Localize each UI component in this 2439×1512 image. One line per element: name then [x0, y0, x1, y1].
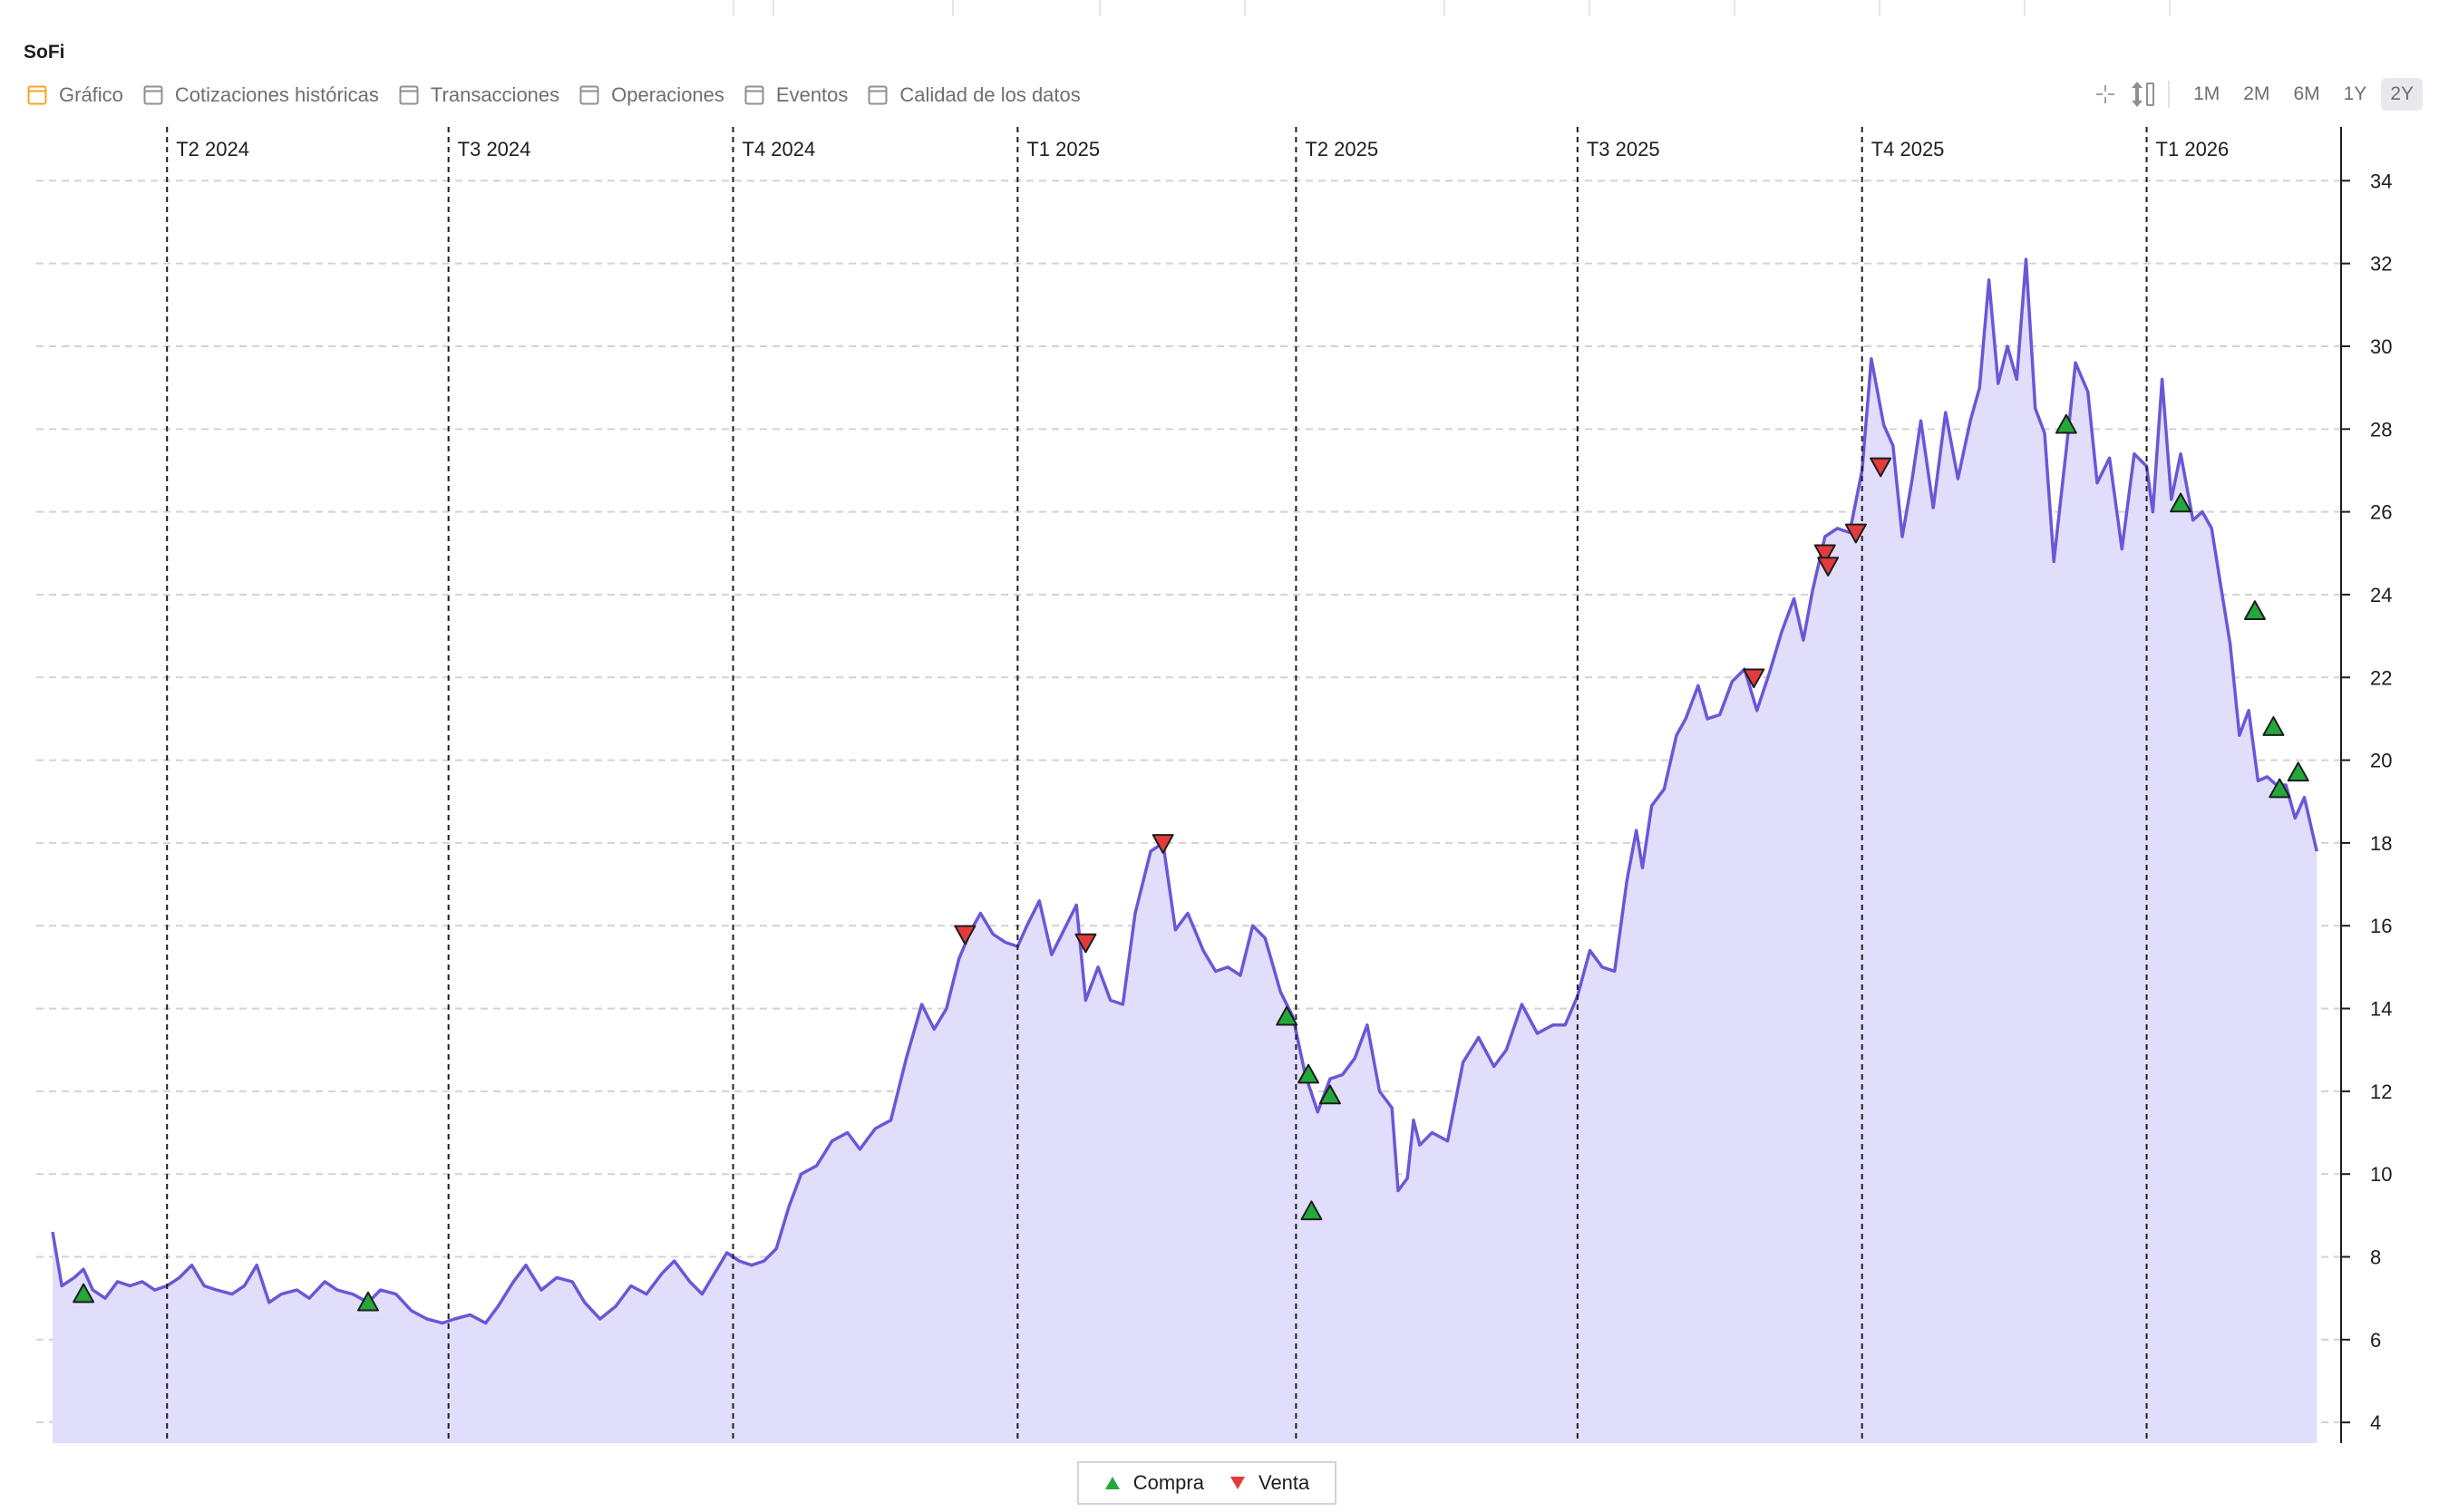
y-tick-label: 16 [2370, 915, 2392, 937]
window-icon [399, 85, 419, 105]
page-title: SoFi [24, 42, 65, 63]
buy-marker [2055, 413, 2077, 434]
price-chart[interactable]: T2 2024 T3 2024 T4 2024 T1 2025 T2 2025 T3 20… [0, 118, 2439, 1450]
y-tick-label: 4 [2370, 1411, 2381, 1434]
y-tick-label: 6 [2370, 1329, 2381, 1352]
tab-label: Transacciones [430, 83, 560, 106]
buy-marker [1276, 1005, 1298, 1026]
buy-marker [356, 1291, 379, 1312]
tab-grafico[interactable]: Gráfico [27, 83, 123, 107]
y-tick-label: 12 [2370, 1081, 2392, 1103]
strip-separator [2024, 0, 2026, 16]
sell-marker [1870, 457, 1892, 478]
y-tick-label: 30 [2370, 335, 2392, 358]
legend-label: Compra [1132, 1471, 1204, 1494]
vertical-zoom-icon[interactable] [2128, 79, 2159, 110]
strip-separator [1099, 0, 1101, 16]
tab-cotizaciones-historicas[interactable]: Cotizaciones históricas [143, 83, 379, 107]
sell-marker [1813, 544, 1836, 565]
window-icon [27, 85, 47, 105]
range-1m-button[interactable]: 1M [2193, 83, 2220, 104]
sell-triangle-icon [1229, 1477, 1245, 1489]
window-icon [744, 85, 764, 105]
range-6m-button[interactable]: 6M [2293, 83, 2320, 104]
quarter-label: T4 2024 [743, 138, 816, 160]
tab-label: Gráfico [59, 83, 123, 106]
chart-legend: Compra Venta [1077, 1461, 1336, 1505]
tab-label: Cotizaciones históricas [174, 83, 379, 106]
tab-operaciones[interactable]: Operaciones [579, 83, 724, 107]
quarter-label: T3 2025 [1587, 138, 1660, 160]
buy-marker [2269, 778, 2291, 799]
tab-bar: Gráfico Cotizaciones históricas Transacc… [27, 80, 1101, 111]
buy-marker [2170, 492, 2192, 513]
window-icon [143, 85, 163, 105]
y-tick-label: 28 [2370, 418, 2392, 441]
y-tick-label: 22 [2370, 666, 2392, 689]
strip-separator [1734, 0, 1735, 16]
tab-label: Eventos [775, 83, 849, 106]
strip-separator [1879, 0, 1880, 16]
buy-marker [2287, 761, 2309, 782]
quarter-label: T2 2024 [176, 138, 249, 160]
buy-marker [2262, 716, 2285, 736]
range-2m-button[interactable]: 2M [2243, 83, 2270, 104]
tab-label: Operaciones [611, 83, 724, 106]
sell-marker [954, 925, 977, 945]
strip-separator [952, 0, 954, 16]
y-tick-label: 18 [2370, 832, 2392, 855]
tab-eventos[interactable]: Eventos [744, 83, 849, 107]
y-tick-label: 14 [2370, 998, 2392, 1021]
sell-marker [1074, 933, 1097, 954]
legend-label: Venta [1258, 1471, 1310, 1494]
sell-marker [1743, 668, 1765, 689]
legend-item-sell: Venta [1229, 1471, 1309, 1495]
buy-triangle-icon [1104, 1477, 1120, 1489]
price-line [51, 257, 2318, 1325]
y-tick-label: 8 [2370, 1246, 2381, 1269]
y-tick-label: 34 [2370, 170, 2392, 192]
buy-marker [1300, 1200, 1323, 1221]
buy-marker [2243, 600, 2266, 621]
y-tick-label: 20 [2370, 750, 2392, 772]
tab-label: Calidad de los datos [899, 83, 1081, 106]
window-icon [868, 85, 888, 105]
top-toolbar-strip [0, 0, 2439, 18]
strip-separator [1244, 0, 1246, 16]
y-tick-label: 32 [2370, 253, 2392, 276]
y-tick-label: 24 [2370, 584, 2392, 606]
buy-marker [1318, 1084, 1341, 1105]
y-tick-label: 26 [2370, 501, 2392, 524]
strip-separator [1589, 0, 1590, 16]
chart-toolbar: 1M 2M 6M 1Y 2Y [2083, 73, 2423, 116]
range-1y-button[interactable]: 1Y [2343, 83, 2367, 104]
tab-transacciones[interactable]: Transacciones [399, 83, 559, 107]
quarter-label: T4 2025 [1871, 138, 1945, 160]
price-area [53, 259, 2318, 1444]
strip-separator [1443, 0, 1445, 16]
buy-marker [1297, 1063, 1320, 1084]
strip-separator [773, 0, 774, 16]
toolbar-divider [2168, 81, 2171, 108]
crosshair-icon[interactable] [2090, 79, 2121, 110]
strip-separator [733, 0, 734, 16]
sell-marker [1844, 523, 1867, 544]
buy-marker [73, 1283, 95, 1304]
sell-marker [1817, 557, 1840, 577]
quarter-label: T1 2025 [1026, 138, 1100, 160]
y-tick-label: 10 [2370, 1163, 2392, 1186]
sell-marker [1151, 834, 1174, 854]
quarter-label: T2 2025 [1305, 138, 1378, 160]
quarter-label: T1 2026 [2156, 138, 2230, 160]
legend-item-buy: Compra [1104, 1471, 1204, 1495]
strip-separator [2169, 0, 2171, 16]
quarter-label: T3 2024 [458, 138, 531, 160]
range-2y-button[interactable]: 2Y [2381, 78, 2423, 111]
window-icon [579, 85, 599, 105]
tab-calidad-de-los-datos[interactable]: Calidad de los datos [868, 83, 1081, 107]
